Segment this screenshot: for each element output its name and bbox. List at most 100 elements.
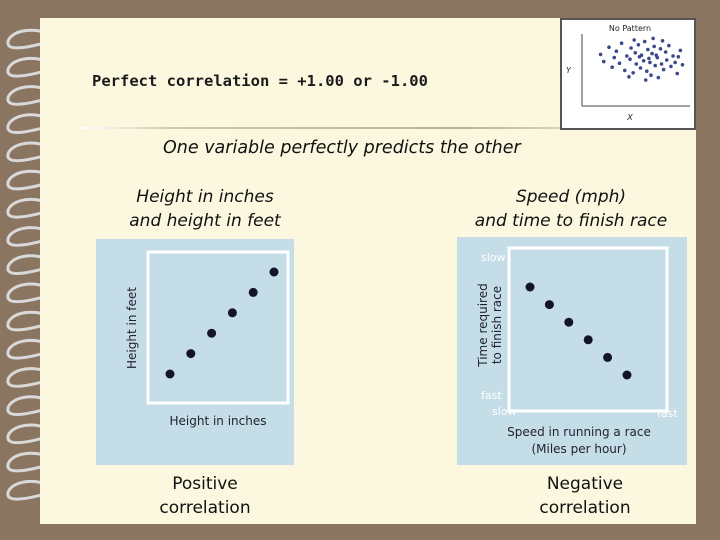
scatter-point — [660, 39, 665, 43]
left-bottom-line-1: Positive — [172, 474, 238, 494]
scatter-point — [648, 60, 652, 65]
ring-wire — [6, 254, 59, 275]
slide-subtitle: One variable perfectly predicts the othe… — [163, 138, 521, 158]
data-point — [544, 300, 554, 310]
scatter-point — [636, 43, 641, 47]
ring-wire — [6, 141, 59, 163]
data-point — [583, 335, 593, 345]
left-caption-line-2: and height in feet — [129, 211, 281, 231]
data-point — [227, 308, 237, 318]
scatter-point — [652, 44, 656, 49]
left-y-axis-label: Height in feet — [125, 287, 139, 369]
right-caption: Speed (mph) and time to finish race — [455, 185, 687, 233]
right-bottom-label: Negative correlation — [485, 472, 685, 520]
left-caption: Height in inches and height in feet — [110, 185, 300, 233]
scatter-point — [601, 59, 606, 64]
scatter-point — [664, 58, 669, 62]
ring-wire — [6, 395, 59, 416]
data-point — [622, 370, 632, 380]
scatter-point — [646, 47, 650, 52]
title-divider — [80, 127, 560, 129]
thumb-xlabel: X — [626, 113, 633, 122]
scatter-point — [622, 68, 627, 73]
right-x-axis-label-line-1: Speed in running a race — [507, 425, 651, 439]
scatter-point — [634, 62, 639, 66]
scatter-point — [658, 47, 663, 51]
right-y-axis-label-line-1: Time required — [476, 283, 490, 367]
right-caption-line-2: and time to finish race — [474, 211, 668, 231]
slide-title: Perfect correlation = +1.00 or -1.00 — [92, 72, 428, 90]
ring-wire — [6, 282, 59, 304]
scatter-point — [661, 67, 666, 72]
ring-wire — [6, 197, 59, 219]
right-x-right-label: fast — [657, 407, 678, 420]
scatter-point — [610, 65, 614, 69]
scatter-point — [656, 75, 661, 80]
ring-wire — [6, 28, 59, 50]
left-bottom-line-2: correlation — [159, 498, 251, 518]
left-caption-line-1: Height in inches — [136, 187, 274, 207]
left-bottom-label: Positive correlation — [110, 472, 300, 520]
data-point — [603, 352, 613, 362]
scatter-point — [663, 50, 668, 54]
data-point — [525, 282, 535, 292]
right-bottom-line-2: correlation — [539, 498, 631, 518]
scatter-point — [675, 71, 680, 76]
scatter-point — [669, 64, 673, 69]
scatter-point — [649, 73, 653, 77]
right-y-top-label: slow — [481, 251, 506, 264]
scatter-point — [607, 45, 611, 49]
thumb-title: No Pattern — [609, 24, 651, 33]
scatter-point — [676, 55, 681, 59]
scatter-point — [659, 62, 664, 66]
scatter-point — [667, 43, 671, 48]
no-pattern-thumbnail: No Pattern Y X — [560, 18, 696, 130]
scatter-point — [673, 60, 677, 65]
right-bottom-line-1: Negative — [546, 474, 624, 494]
data-point — [165, 369, 175, 379]
scatter-point — [617, 61, 622, 65]
ring-wire — [6, 451, 59, 473]
right-y-bottom-label: fast — [481, 389, 502, 402]
data-point — [186, 349, 196, 359]
scatter-point — [642, 39, 647, 44]
scatter-point — [627, 75, 631, 79]
ring-wire — [6, 113, 59, 134]
ring-wire — [6, 56, 59, 78]
ring-wire — [6, 226, 59, 247]
scatter-point — [653, 63, 657, 68]
data-point — [564, 317, 574, 327]
ring-wire — [6, 85, 59, 106]
right-x-axis-label-line-2: (Miles per hour) — [531, 442, 626, 456]
scatter-point — [619, 41, 624, 45]
scatter-point — [632, 38, 636, 42]
scatter-point — [631, 71, 635, 75]
right-x-left-label: slow — [492, 405, 517, 418]
scatter-point — [647, 56, 651, 61]
scatter-point — [625, 54, 629, 58]
left-x-axis-label: Height in inches — [169, 414, 266, 428]
scatter-point — [612, 55, 617, 60]
ring-wire — [6, 479, 59, 501]
scatter-point — [638, 66, 643, 70]
scatter-point — [680, 63, 685, 67]
scatter-point — [629, 46, 633, 50]
scatter-point — [598, 52, 603, 57]
scatter-point — [671, 54, 675, 58]
negative-correlation-chart: slow fast slow fast Time required to fin… — [457, 237, 687, 465]
scatter-point — [637, 55, 642, 59]
scatter-point — [650, 51, 654, 56]
thumb-ylabel: Y — [566, 66, 572, 75]
data-point — [248, 287, 258, 297]
scatter-point — [651, 36, 655, 41]
right-y-axis-label-line-2: to finish race — [490, 286, 504, 364]
ring-wire — [6, 169, 59, 191]
scatter-point — [643, 78, 648, 82]
scatter-point — [654, 53, 659, 57]
ring-wire — [6, 423, 59, 445]
ring-wire — [6, 338, 59, 360]
data-point — [269, 267, 279, 277]
scatter-point — [678, 48, 683, 53]
right-caption-line-1: Speed (mph) — [515, 187, 627, 207]
ring-wire — [6, 310, 59, 332]
